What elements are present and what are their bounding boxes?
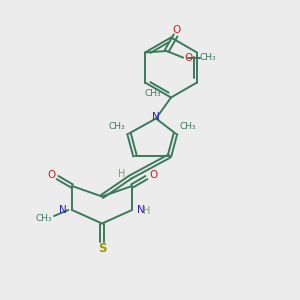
Text: CH₃: CH₃ xyxy=(200,53,216,62)
Text: CH₃: CH₃ xyxy=(144,89,161,98)
Text: N: N xyxy=(152,112,159,122)
Text: H: H xyxy=(118,169,126,179)
Text: O: O xyxy=(47,169,55,180)
Text: CH₃: CH₃ xyxy=(108,122,125,131)
Text: O: O xyxy=(184,52,193,63)
Text: N: N xyxy=(59,205,67,215)
Text: O: O xyxy=(172,25,181,35)
Text: CH₃: CH₃ xyxy=(180,122,196,131)
Text: O: O xyxy=(149,169,157,180)
Text: S: S xyxy=(98,242,106,256)
Text: CH₃: CH₃ xyxy=(36,214,52,223)
Text: N: N xyxy=(137,205,145,215)
Text: H: H xyxy=(143,206,151,217)
